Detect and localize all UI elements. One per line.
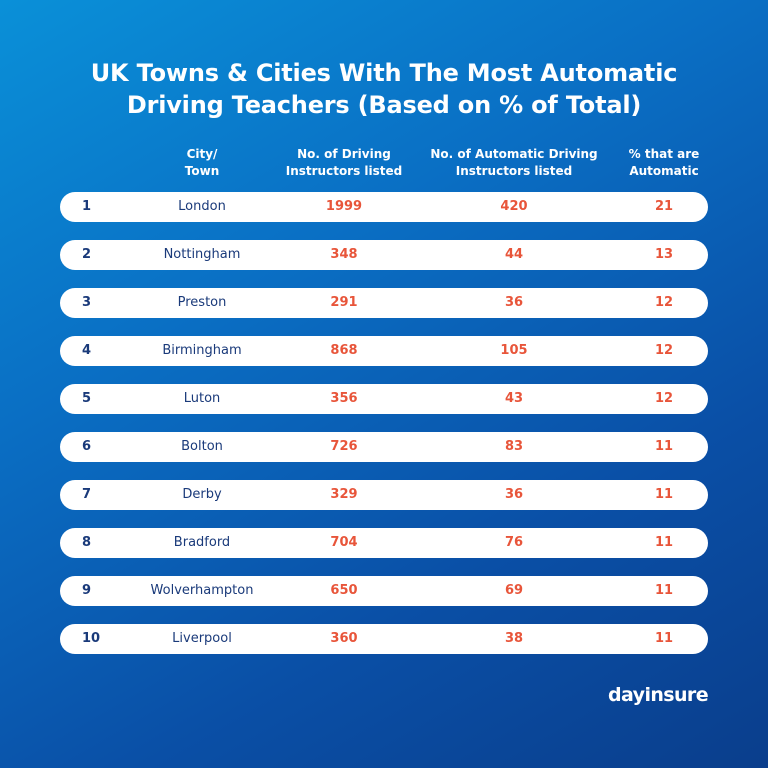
column-header-automatic-line-1: No. of Automatic Driving xyxy=(430,147,598,161)
rank-cell: 8 xyxy=(82,535,92,550)
instructors-cell: 650 xyxy=(330,583,358,598)
rank-cell: 6 xyxy=(82,439,92,454)
instructors-cell: 356 xyxy=(330,391,358,406)
instructors-cell: 360 xyxy=(330,631,358,646)
city-cell: Preston xyxy=(177,295,227,310)
city-cell: Nottingham xyxy=(163,247,241,262)
city-cell: Birmingham xyxy=(162,343,242,358)
table-row: 4 Birmingham 868 105 12 xyxy=(60,336,708,366)
table-row: 9 Wolverhampton 650 69 11 xyxy=(60,576,708,606)
instructors-cell: 1999 xyxy=(325,199,363,214)
title-line-1: UK Towns & Cities With The Most Automati… xyxy=(90,59,678,87)
column-header-automatic-line-2: Instructors listed xyxy=(455,164,573,178)
instructors-cell: 329 xyxy=(330,487,358,502)
instructors-cell: 726 xyxy=(330,439,358,454)
table-row: 6 Bolton 726 83 11 xyxy=(60,432,708,462)
automatic-cell: 83 xyxy=(504,439,524,454)
rank-cell: 5 xyxy=(82,391,92,406)
percent-cell: 11 xyxy=(654,631,674,646)
instructors-cell: 291 xyxy=(330,295,358,310)
table-row: 7 Derby 329 36 11 xyxy=(60,480,708,510)
percent-cell: 12 xyxy=(654,295,674,310)
column-header-percent-line-2: Automatic xyxy=(629,164,699,178)
percent-cell: 11 xyxy=(654,487,674,502)
automatic-cell: 69 xyxy=(504,583,524,598)
title-line-2: Driving Teachers (Based on % of Total) xyxy=(126,91,642,119)
rank-cell: 9 xyxy=(82,583,92,598)
automatic-cell: 105 xyxy=(500,343,528,358)
percent-cell: 11 xyxy=(654,439,674,454)
percent-cell: 11 xyxy=(654,535,674,550)
instructors-cell: 868 xyxy=(330,343,358,358)
dayinsure-logo: dayinsure xyxy=(608,684,709,706)
city-cell: Bolton xyxy=(181,439,223,454)
column-header-instructors: No. of Driving Instructors listed xyxy=(286,146,403,180)
city-cell: Liverpool xyxy=(172,631,232,646)
table-row: 1 London 1999 420 21 xyxy=(60,192,708,222)
percent-cell: 12 xyxy=(654,391,674,406)
table-body: 1 London 1999 420 21 2 Nottingham 348 44 13 3 Prest… xyxy=(60,192,708,672)
column-header-instructors-line-2: Instructors listed xyxy=(285,164,403,178)
table-row: 2 Nottingham 348 44 13 xyxy=(60,240,708,270)
percent-cell: 11 xyxy=(654,583,674,598)
percent-cell: 13 xyxy=(654,247,674,262)
automatic-cell: 44 xyxy=(504,247,524,262)
rank-cell: 1 xyxy=(82,199,92,214)
automatic-cell: 38 xyxy=(504,631,524,646)
column-header-automatic: No. of Automatic Driving Instructors lis… xyxy=(430,146,597,180)
column-header-percent: % that are Automatic xyxy=(629,146,700,180)
automatic-cell: 43 xyxy=(504,391,524,406)
rank-cell: 3 xyxy=(82,295,92,310)
column-header-percent-line-1: % that are xyxy=(628,147,700,161)
city-cell: Wolverhampton xyxy=(150,583,254,598)
instructors-cell: 704 xyxy=(330,535,358,550)
percent-cell: 12 xyxy=(654,343,674,358)
automatic-cell: 36 xyxy=(504,295,524,310)
rank-cell: 2 xyxy=(82,247,92,262)
city-cell: Derby xyxy=(182,487,222,502)
column-header-city-line-1: City/ xyxy=(186,147,218,161)
percent-cell: 21 xyxy=(654,199,674,214)
column-header-city: City/ Town xyxy=(185,146,219,180)
table-row: 3 Preston 291 36 12 xyxy=(60,288,708,318)
automatic-cell: 420 xyxy=(500,199,528,214)
column-header-instructors-line-1: No. of Driving xyxy=(297,147,391,161)
rank-cell: 10 xyxy=(82,631,101,646)
table-row: 5 Luton 356 43 12 xyxy=(60,384,708,414)
instructors-cell: 348 xyxy=(330,247,358,262)
chart-title: UK Towns & Cities With The Most Automati… xyxy=(0,57,768,121)
table-row: 10 Liverpool 360 38 11 xyxy=(60,624,708,654)
automatic-cell: 76 xyxy=(504,535,524,550)
column-header-city-line-2: Town xyxy=(184,164,220,178)
table-row: 8 Bradford 704 76 11 xyxy=(60,528,708,558)
city-cell: London xyxy=(178,199,226,214)
city-cell: Luton xyxy=(183,391,221,406)
rank-cell: 7 xyxy=(82,487,92,502)
automatic-cell: 36 xyxy=(504,487,524,502)
city-cell: Bradford xyxy=(173,535,231,550)
rank-cell: 4 xyxy=(82,343,92,358)
